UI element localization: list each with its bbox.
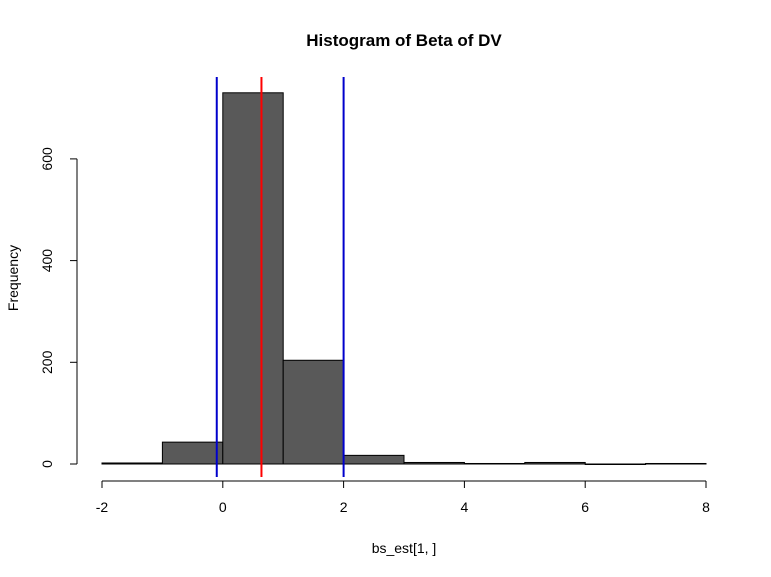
y-tick-label-3: 600 — [39, 147, 55, 171]
histogram-bar-0 — [101, 462, 163, 465]
histogram-bar-1 — [161, 441, 224, 465]
x-tick-label-3: 4 — [461, 499, 469, 515]
histogram-bar-2 — [222, 92, 284, 465]
x-tick-label-5: 8 — [702, 499, 710, 515]
histogram-bars — [101, 92, 707, 465]
histogram-bar-4 — [343, 454, 405, 465]
histogram-bar-3 — [282, 359, 345, 465]
histogram-bar-5 — [403, 461, 465, 465]
histogram-bar-6 — [463, 462, 526, 465]
histogram-bar-9 — [645, 462, 707, 465]
y-axis-label: Frequency — [5, 245, 21, 311]
histogram-bar-8 — [584, 463, 647, 465]
y-tick-label-1: 200 — [39, 350, 55, 374]
x-tick-label-1: 0 — [219, 499, 227, 515]
y-tick-label-0: 0 — [39, 460, 55, 468]
x-tick-label-2: 2 — [340, 499, 348, 515]
reference-lines — [215, 77, 345, 477]
y-tick-label-2: 400 — [39, 249, 55, 273]
x-axis-label: bs_est[1, ] — [372, 540, 437, 556]
chart-title: Histogram of Beta of DV — [306, 31, 502, 50]
x-tick-label-0: -2 — [96, 499, 109, 515]
x-axis: -2 0 2 4 6 8 — [96, 480, 710, 515]
histogram-bar-7 — [524, 461, 586, 465]
x-tick-label-4: 6 — [581, 499, 589, 515]
y-axis: 0 200 400 600 — [39, 147, 78, 468]
